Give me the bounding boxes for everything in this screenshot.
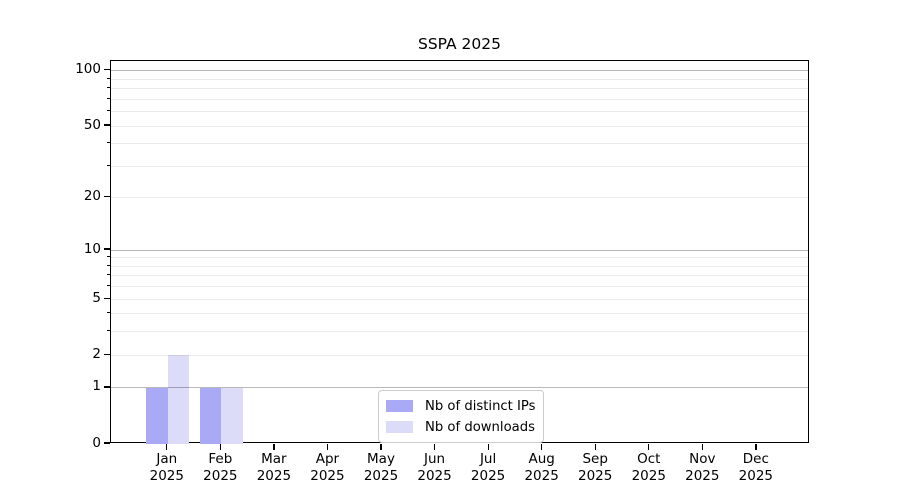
x-tick-label-jan: Jan 2025 bbox=[149, 451, 184, 484]
plot-area bbox=[110, 60, 809, 444]
x-tick-label-oct: Oct 2025 bbox=[631, 451, 666, 484]
bar-downloads-jan bbox=[167, 355, 190, 444]
x-tick-may bbox=[380, 443, 382, 450]
x-tick-label-jul: Jul 2025 bbox=[470, 451, 506, 484]
y-tick-label-1: 1 bbox=[92, 378, 101, 395]
x-tick-feb bbox=[219, 443, 222, 450]
y-tick-label-5: 5 bbox=[92, 289, 101, 306]
y-tick-label-50: 50 bbox=[83, 116, 101, 133]
x-tick-label-sep: Sep 2025 bbox=[578, 451, 613, 484]
y-tick-20 bbox=[103, 196, 110, 198]
gridline-70 bbox=[111, 98, 808, 100]
gridline-8 bbox=[111, 265, 808, 267]
legend-swatch-downloads bbox=[386, 421, 413, 433]
y-tick-label-0: 0 bbox=[92, 434, 101, 451]
gridline-80 bbox=[111, 88, 808, 90]
y-tick-10 bbox=[103, 248, 110, 250]
y-minor-tick-8 bbox=[106, 264, 110, 266]
x-tick-jun bbox=[433, 443, 436, 450]
gridline-7 bbox=[111, 275, 808, 277]
x-tick-label-feb: Feb 2025 bbox=[203, 451, 238, 484]
x-tick-label-dec: Dec 2025 bbox=[738, 451, 774, 484]
gridline-5 bbox=[111, 298, 808, 300]
gridline-40 bbox=[111, 143, 808, 145]
legend-swatch-distinct-ips bbox=[386, 400, 413, 412]
y-minor-tick-70 bbox=[106, 97, 110, 99]
x-tick-label-nov: Nov 2025 bbox=[685, 451, 720, 484]
gridline-3 bbox=[111, 331, 808, 333]
gridline-2 bbox=[111, 354, 808, 356]
y-minor-tick-3 bbox=[106, 330, 110, 332]
legend-label-downloads: Nb of downloads bbox=[425, 419, 535, 435]
gridline-10 bbox=[111, 249, 808, 251]
y-minor-tick-9 bbox=[106, 256, 110, 258]
x-tick-label-jun: Jun 2025 bbox=[417, 451, 452, 484]
x-tick-label-aug: Aug 2025 bbox=[524, 451, 559, 484]
gridline-1 bbox=[111, 387, 808, 389]
x-tick-label-apr: Apr 2025 bbox=[310, 451, 345, 484]
legend-label-distinct-ips: Nb of distinct IPs bbox=[425, 398, 536, 414]
gridline-20 bbox=[111, 197, 808, 199]
y-tick-label-2: 2 bbox=[92, 345, 101, 362]
x-tick-mar bbox=[273, 443, 275, 450]
y-minor-tick-80 bbox=[106, 87, 110, 89]
y-tick-2 bbox=[103, 353, 110, 355]
x-tick-oct bbox=[648, 443, 650, 450]
x-tick-dec bbox=[755, 443, 757, 450]
y-minor-tick-7 bbox=[106, 274, 110, 276]
gridline-30 bbox=[111, 165, 808, 167]
y-tick-label-100: 100 bbox=[75, 61, 101, 78]
y-tick-0 bbox=[103, 442, 110, 444]
gridline-6 bbox=[111, 286, 808, 288]
y-minor-tick-4 bbox=[106, 312, 110, 314]
bar-distinct-ips-jan bbox=[146, 387, 168, 444]
y-tick-50 bbox=[103, 124, 110, 126]
y-minor-tick-90 bbox=[106, 77, 110, 79]
gridline-4 bbox=[111, 313, 808, 315]
x-tick-aug bbox=[541, 443, 543, 450]
gridline-90 bbox=[111, 78, 808, 80]
x-tick-sep bbox=[594, 443, 596, 450]
legend-item-distinct-ips: Nb of distinct IPs bbox=[386, 397, 536, 415]
bar-distinct-ips-feb bbox=[199, 387, 222, 444]
y-minor-tick-30 bbox=[106, 164, 110, 166]
legend: Nb of distinct IPs Nb of downloads bbox=[378, 390, 544, 443]
x-tick-label-mar: Mar 2025 bbox=[256, 451, 292, 484]
y-tick-5 bbox=[103, 297, 110, 299]
legend-item-downloads: Nb of downloads bbox=[386, 418, 535, 436]
gridline-60 bbox=[111, 111, 808, 113]
y-minor-tick-40 bbox=[106, 142, 110, 144]
chart-title: SSPA 2025 bbox=[417, 35, 501, 53]
x-tick-jul bbox=[487, 443, 489, 450]
y-tick-label-10: 10 bbox=[83, 240, 101, 257]
gridline-9 bbox=[111, 257, 808, 259]
y-tick-label-20: 20 bbox=[83, 188, 101, 205]
gridline-100 bbox=[111, 70, 808, 72]
bar-downloads-feb bbox=[221, 387, 243, 444]
x-tick-jan bbox=[166, 443, 168, 450]
gridline-50 bbox=[111, 125, 808, 127]
y-tick-100 bbox=[103, 69, 110, 71]
y-minor-tick-6 bbox=[106, 285, 110, 287]
x-tick-apr bbox=[326, 443, 329, 450]
x-tick-label-may: May 2025 bbox=[363, 451, 399, 484]
x-tick-nov bbox=[701, 443, 703, 450]
y-minor-tick-60 bbox=[106, 110, 110, 112]
y-tick-1 bbox=[103, 386, 110, 388]
